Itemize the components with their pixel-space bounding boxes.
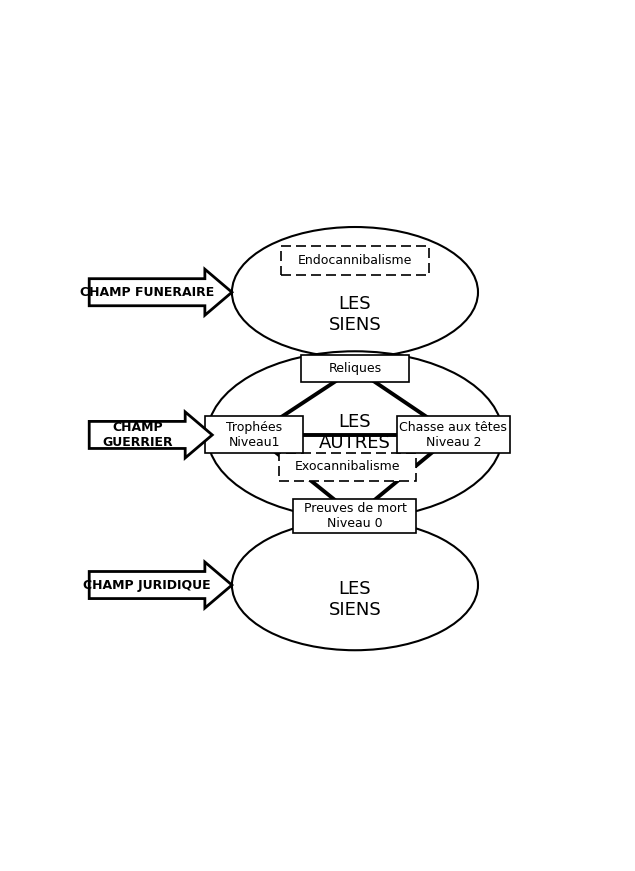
Text: LES
SIENS: LES SIENS [328,295,382,334]
Text: CHAMP FUNERAIRE: CHAMP FUNERAIRE [80,286,214,299]
Text: Exocannibalisme: Exocannibalisme [295,461,400,474]
Bar [397,416,510,454]
Text: Preuves de mort
Niveau 0: Preuves de mort Niveau 0 [304,503,406,530]
Text: Trophées
Niveau1: Trophées Niveau1 [226,421,282,449]
Polygon shape [89,412,212,458]
Text: Endocannibalisme: Endocannibalisme [298,253,412,267]
Text: LES
SIENS: LES SIENS [328,580,382,619]
Text: CHAMP JURIDIQUE: CHAMP JURIDIQUE [83,578,211,591]
Bar [205,416,304,454]
Polygon shape [89,269,232,315]
Bar [279,453,417,481]
Polygon shape [89,562,232,608]
Text: Chasse aux têtes
Niveau 2: Chasse aux têtes Niveau 2 [399,421,507,449]
Bar [293,499,417,533]
Text: CHAMP
GUERRIER: CHAMP GUERRIER [102,421,173,449]
Bar [301,355,409,382]
Bar [281,246,429,274]
Text: Reliques: Reliques [328,362,382,375]
Text: LES
AUTRES: LES AUTRES [319,413,391,452]
